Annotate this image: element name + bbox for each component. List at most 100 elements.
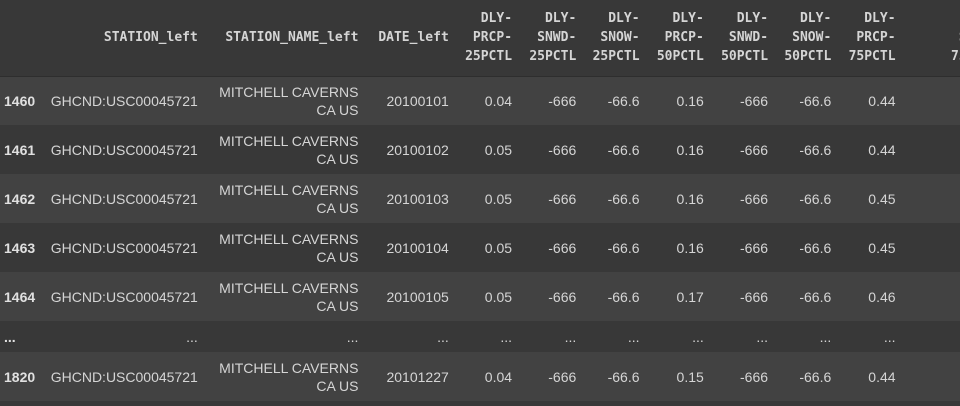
cell-value: 0.05 — [484, 190, 513, 207]
cell-date: 20100104 — [386, 239, 449, 256]
column-header-line: 25PCTL — [592, 49, 640, 65]
cell-value: -666 — [903, 352, 960, 401]
cell-value: -66.6 — [799, 190, 832, 207]
row-index: 1460 — [4, 92, 36, 109]
station-name-line: CA US — [316, 150, 359, 167]
cell-value: -666 — [548, 288, 577, 305]
cell-station: GHCND:USC00045721 — [50, 368, 198, 385]
cell-station: GHCND:USC00045721 — [50, 141, 198, 158]
station-name-line: CA US — [316, 377, 359, 394]
cell-station-name: MITCHELL CAVERNS CA US — [205, 272, 366, 321]
row-index: 1463 — [4, 239, 36, 256]
cell-value: -666 — [548, 92, 577, 109]
cell-value: 0.04 — [484, 368, 513, 385]
column-header-line: 75PCTL — [848, 49, 896, 65]
row-index: 1464 — [4, 288, 36, 305]
cell-station-name: MITCHELL CAVERNS CA US — [205, 174, 366, 223]
cell-value: 0.45 — [868, 239, 896, 256]
cell-value: -66.6 — [607, 368, 640, 385]
cell-station: GHCND:USC00045721 — [50, 239, 198, 256]
cell-value: ... — [692, 328, 704, 345]
column-header-line: DLY- — [480, 11, 513, 27]
column-header-line: DLY- — [799, 11, 832, 27]
cell-value: -666 — [548, 239, 577, 256]
cell-value: -666 — [740, 239, 769, 256]
column-header: DATE_left — [365, 0, 456, 77]
cell-value: 0.17 — [676, 288, 704, 305]
column-header-line: PRCP- — [664, 30, 704, 46]
cell-value: -66.6 — [799, 141, 832, 158]
column-header-line: SNOW- — [792, 30, 832, 46]
cell-date: ... — [437, 328, 449, 345]
column-header-line: 25PCTL — [465, 49, 513, 65]
table-row: 1462 GHCND:USC00045721 MITCHELL CAVERNS CA … — [0, 174, 960, 223]
cell-value: 0.05 — [484, 288, 513, 305]
column-header-line: SNWD- — [728, 30, 769, 46]
cell-value: -666 — [903, 76, 960, 125]
cell-value: -666 — [548, 190, 577, 207]
cell-value: 0.04 — [484, 92, 513, 109]
column-header-line: PRCP- — [856, 30, 896, 46]
station-name-line: MITCHELL CAVERNS — [219, 359, 359, 376]
column-header: DLY- SNWD- 25PCTL — [519, 0, 584, 77]
station-name-line: MITCHELL CAVERNS — [219, 132, 359, 149]
table-row: 1820 GHCND:USC00045721 MITCHELL CAVERNS CA … — [0, 352, 960, 401]
cell-value: 0.44 — [868, 141, 896, 158]
cell-station-name: MITCHELL CAVERNS CA US — [205, 223, 366, 272]
column-header-line: DLY- — [544, 11, 577, 27]
cell-value: 0.44 — [868, 368, 896, 385]
column-header: DLY- SNOW- 50PCTL — [775, 0, 839, 77]
column-header-line: DLY- — [736, 11, 769, 27]
cell-value: -666 — [740, 368, 769, 385]
cell-station: GHCND:USC00045721 — [50, 288, 198, 305]
table-row: 1460 GHCND:USC00045721 MITCHELL CAVERNS CA … — [0, 76, 960, 125]
cell-station-name: MITCHELL CAVERNS CA US — [205, 76, 366, 125]
cell-date: 20100101 — [386, 92, 449, 109]
cell-station: GHCND:USC00045721 — [50, 190, 198, 207]
table-body: 1460 GHCND:USC00045721 MITCHELL CAVERNS CA … — [0, 76, 960, 401]
cell-value: ... — [819, 328, 832, 345]
cell-value: -666 — [740, 92, 769, 109]
cell-value: ... — [564, 328, 577, 345]
cell-date: 20100105 — [386, 288, 449, 305]
column-header: DLY- PRCP- 50PCTL — [646, 0, 711, 77]
cell-value: -666 — [903, 272, 960, 321]
cell-value: -666 — [740, 141, 769, 158]
table-row: 1461 GHCND:USC00045721 MITCHELL CAVERNS CA … — [0, 125, 960, 174]
table-header-row: STATION_left STATION_NAME_left DATE_left DL… — [0, 0, 960, 77]
cell-value: 0.16 — [676, 92, 704, 109]
cell-value: 0.05 — [484, 141, 513, 158]
column-header-line: PRCP- — [472, 30, 513, 46]
cell-value: 0.16 — [676, 190, 704, 207]
cell-value: 0.46 — [868, 288, 896, 305]
station-name-line: CA US — [316, 248, 359, 265]
column-header-line: DLY- — [608, 11, 640, 27]
column-header-line: SNWD- — [537, 30, 577, 46]
column-header-line: 50PCTL — [784, 49, 832, 65]
column-header-line: DLY- — [903, 9, 960, 28]
row-index: 1461 — [4, 141, 36, 158]
table-row: 1463 GHCND:USC00045721 MITCHELL CAVERNS CA … — [0, 223, 960, 272]
cell-station-name: MITCHELL CAVERNS CA US — [205, 125, 366, 174]
column-header-line: SNWD- — [903, 28, 960, 47]
cell-value: -66.6 — [607, 92, 640, 109]
column-header-line: 50PCTL — [656, 49, 704, 65]
cell-value: ... — [756, 328, 769, 345]
station-name-line: CA US — [316, 101, 359, 118]
cell-station: ... — [186, 328, 198, 345]
cell-value: -666 — [740, 288, 769, 305]
cell-value: 0.05 — [484, 239, 513, 256]
row-index: ... — [4, 328, 16, 345]
row-index: 1820 — [4, 368, 36, 385]
cell-station-name: ... — [205, 321, 366, 352]
cell-value: -666 — [903, 223, 960, 272]
cell-value: ... — [627, 328, 640, 345]
cell-station-name: MITCHELL CAVERNS CA US — [205, 352, 366, 401]
cell-value: -66.6 — [799, 288, 832, 305]
table-ellipsis-row: .................................... — [0, 321, 960, 352]
station-name-line: CA US — [316, 199, 359, 216]
index-header — [0, 0, 43, 77]
column-header-line: SNOW- — [600, 30, 640, 46]
